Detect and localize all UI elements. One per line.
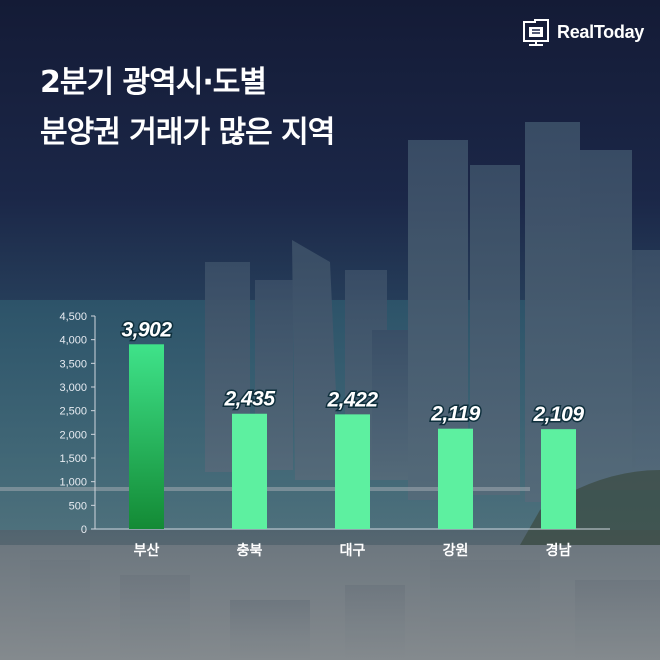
- y-tick-label: 2,000: [59, 429, 87, 441]
- bars: [129, 344, 576, 529]
- x-axis: 부산 충북 대구 강원 경남: [95, 528, 610, 559]
- category-label-1: 부산: [134, 542, 160, 559]
- building-cube-icon: [523, 19, 549, 46]
- chart-title-line-1: 2분기 광역시·도별: [40, 65, 267, 100]
- data-label-5: 2,109: [532, 403, 584, 426]
- category-label-3: 대구: [340, 543, 366, 559]
- y-tick-label: 0: [81, 524, 87, 536]
- bar-4: [438, 428, 473, 529]
- data-label-3: 2,422: [326, 388, 378, 411]
- data-labels: 3,902 2,435 2,422 2,119 2,109: [120, 317, 586, 428]
- y-tick-label: 1,000: [59, 477, 87, 489]
- y-axis: 0 500 1,000 1,500 2,000 2,500 3,000 3,500 4,000 4…: [59, 311, 96, 536]
- brand-name: RealToday: [557, 21, 644, 42]
- y-tick-label: 2,500: [59, 406, 87, 418]
- category-label-5: 경남: [546, 542, 572, 559]
- category-label-4: 강원: [443, 542, 469, 559]
- data-label-1: 3,902: [121, 318, 172, 341]
- y-tick-label: 3,500: [59, 358, 87, 370]
- y-tick-label: 500: [69, 500, 87, 512]
- data-label-4: 2,119: [430, 403, 480, 426]
- y-tick-label: 3,000: [59, 382, 87, 394]
- chart-title: 2분기 광역시·도별 분양권 거래가 많은 지역: [40, 58, 335, 158]
- bar-2: [232, 413, 267, 529]
- y-tick-label: 1,500: [59, 453, 87, 465]
- bar-1: [129, 344, 164, 529]
- bar-3: [335, 414, 370, 529]
- brand-logo: RealToday: [521, 17, 644, 47]
- bar-chart: 0 500 1,000 1,500 2,000 2,500 3,000 3,500 4,000 4…: [59, 311, 610, 559]
- bar-5: [541, 429, 576, 529]
- category-label-2: 충북: [237, 543, 263, 559]
- data-label-2: 2,435: [223, 388, 275, 411]
- chart-title-line-2: 분양권 거래가 많은 지역: [40, 115, 335, 150]
- y-tick-label: 4,000: [59, 335, 87, 347]
- y-tick-label: 4,500: [59, 311, 87, 323]
